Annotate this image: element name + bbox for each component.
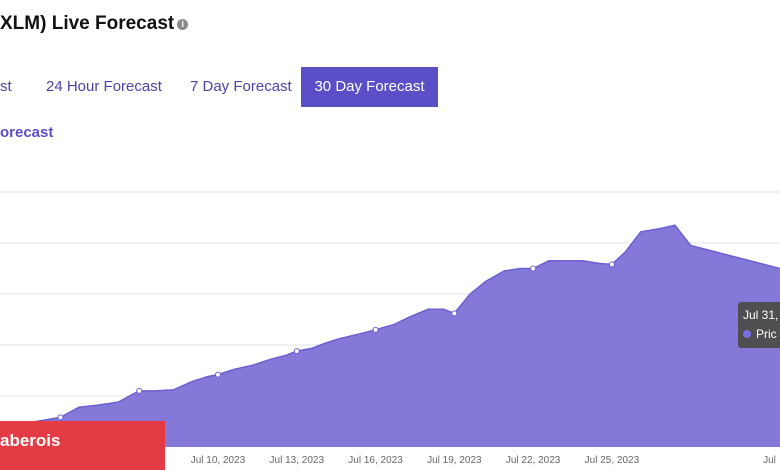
price-markers: [57, 261, 615, 421]
chart-tooltip: Jul 31, Pric: [738, 302, 780, 348]
forecast-tabs: st 24 Hour Forecast 7 Day Forecast 30 Da…: [0, 67, 780, 107]
x-tick-label: Jul 25, 2023: [585, 455, 640, 466]
series-dot-icon: [743, 330, 751, 338]
watermark-text: aberois: [0, 431, 61, 450]
page-title-text: XLM) Live Forecast: [0, 13, 175, 34]
tab-30-day-forecast[interactable]: 30 Day Forecast: [301, 67, 438, 107]
x-tick-label: Jul 19, 2023: [427, 455, 482, 466]
price-marker: [608, 261, 615, 268]
tab-7-day-forecast[interactable]: 7 Day Forecast: [190, 78, 292, 95]
x-tick-label: Jul 16, 2023: [348, 455, 403, 466]
price-area: [0, 225, 780, 447]
price-marker: [136, 387, 143, 394]
price-marker: [214, 371, 221, 378]
tab-24-hour-forecast[interactable]: 24 Hour Forecast: [46, 78, 162, 95]
x-tick-label: Jul 13, 2023: [270, 455, 325, 466]
section-subtitle: orecast: [0, 124, 54, 141]
watermark-banner: aberois: [0, 421, 165, 470]
price-marker: [530, 265, 537, 272]
price-marker: [451, 310, 458, 317]
x-tick-label: Jul 22, 2023: [506, 455, 561, 466]
price-marker: [57, 414, 64, 421]
x-tick-label: Jul 10, 2023: [191, 455, 246, 466]
tab-live-forecast[interactable]: st: [0, 78, 12, 95]
info-icon[interactable]: i: [177, 19, 189, 30]
tooltip-date: Jul 31,: [743, 308, 779, 322]
tooltip-series-label: Pric: [756, 327, 777, 341]
x-tick-label: Jul: [763, 455, 776, 466]
tooltip-series-row: Pric: [743, 327, 777, 341]
page-title: XLM) Live Forecast i: [0, 13, 189, 35]
price-marker: [293, 348, 300, 355]
price-marker: [372, 326, 379, 333]
